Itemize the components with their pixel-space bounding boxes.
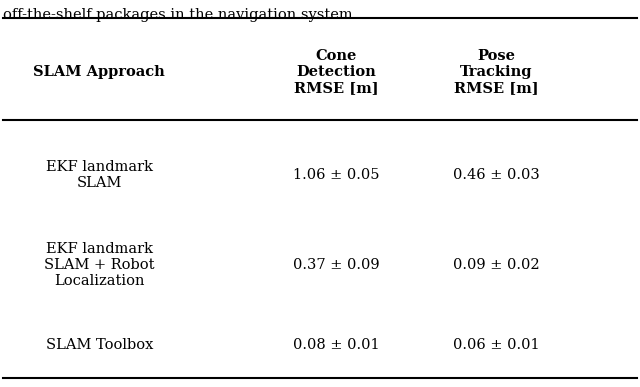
Text: 1.06 ± 0.05: 1.06 ± 0.05 bbox=[292, 168, 380, 182]
Text: SLAM Toolbox: SLAM Toolbox bbox=[45, 338, 153, 352]
Text: Cone
Detection
RMSE [m]: Cone Detection RMSE [m] bbox=[294, 49, 378, 95]
Text: 0.46 ± 0.03: 0.46 ± 0.03 bbox=[452, 168, 540, 182]
Text: off-the-shelf packages in the navigation system.: off-the-shelf packages in the navigation… bbox=[3, 8, 358, 22]
Text: 0.09 ± 0.02: 0.09 ± 0.02 bbox=[452, 258, 540, 272]
Text: SLAM Approach: SLAM Approach bbox=[33, 65, 165, 79]
Text: 0.37 ± 0.09: 0.37 ± 0.09 bbox=[292, 258, 380, 272]
Text: Pose
Tracking
RMSE [m]: Pose Tracking RMSE [m] bbox=[454, 49, 538, 95]
Text: EKF landmark
SLAM: EKF landmark SLAM bbox=[45, 160, 153, 190]
Text: 0.06 ± 0.01: 0.06 ± 0.01 bbox=[452, 338, 540, 352]
Text: 0.08 ± 0.01: 0.08 ± 0.01 bbox=[292, 338, 380, 352]
Text: EKF landmark
SLAM + Robot
Localization: EKF landmark SLAM + Robot Localization bbox=[44, 242, 154, 288]
